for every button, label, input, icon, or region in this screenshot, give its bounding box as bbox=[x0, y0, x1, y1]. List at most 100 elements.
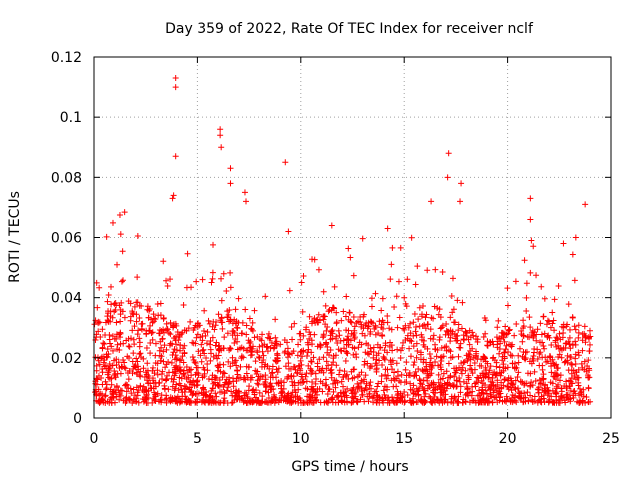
roti-data-point bbox=[176, 357, 183, 364]
roti-data-point bbox=[581, 358, 588, 365]
roti-data-point bbox=[366, 351, 373, 358]
roti-data-point bbox=[548, 393, 555, 400]
roti-data-point bbox=[163, 346, 170, 353]
roti-data-point bbox=[117, 334, 124, 341]
roti-data-point bbox=[427, 326, 434, 333]
roti-data-point bbox=[308, 349, 315, 356]
roti-data-point bbox=[541, 330, 548, 337]
roti-data-point bbox=[164, 282, 171, 289]
roti-data-point bbox=[527, 324, 534, 331]
roti-data-point bbox=[215, 364, 222, 371]
roti-data-point bbox=[540, 313, 547, 320]
roti-data-point bbox=[129, 399, 136, 406]
roti-data-point bbox=[464, 385, 471, 392]
roti-data-point bbox=[325, 399, 332, 406]
roti-data-point bbox=[401, 388, 408, 395]
roti-data-point bbox=[512, 377, 519, 384]
roti-data-point bbox=[120, 356, 127, 363]
roti-data-point bbox=[348, 390, 355, 397]
roti-data-point bbox=[226, 345, 233, 352]
roti-data-point bbox=[143, 392, 150, 399]
roti-data-point bbox=[242, 306, 249, 313]
roti-data-point bbox=[294, 352, 301, 359]
roti-data-point bbox=[114, 261, 121, 268]
roti-data-point bbox=[297, 367, 304, 374]
roti-data-point bbox=[248, 326, 255, 333]
roti-data-point bbox=[565, 367, 572, 374]
roti-data-point bbox=[552, 337, 559, 344]
roti-data-point bbox=[394, 324, 401, 331]
roti-data-point bbox=[336, 371, 343, 378]
roti-data-point bbox=[199, 396, 206, 403]
roti-data-point bbox=[490, 341, 497, 348]
roti-data-point bbox=[570, 388, 577, 395]
roti-data-point bbox=[535, 389, 542, 396]
x-tick-label: 15 bbox=[395, 431, 413, 447]
roti-data-point bbox=[131, 323, 138, 330]
roti-data-point bbox=[550, 399, 557, 406]
roti-data-point bbox=[570, 394, 577, 401]
roti-data-point bbox=[497, 340, 504, 347]
roti-data-point bbox=[550, 317, 557, 324]
roti-data-point bbox=[190, 390, 197, 397]
roti-data-point bbox=[360, 313, 367, 320]
roti-data-point bbox=[354, 380, 361, 387]
roti-data-point bbox=[321, 313, 328, 320]
roti-data-point bbox=[353, 320, 360, 327]
roti-data-point bbox=[551, 296, 558, 303]
roti-data-point bbox=[348, 368, 355, 375]
roti-data-point bbox=[575, 334, 582, 341]
roti-data-point bbox=[172, 398, 179, 405]
roti-data-point bbox=[226, 374, 233, 381]
roti-data-point bbox=[230, 383, 237, 390]
roti-data-point bbox=[420, 337, 427, 344]
roti-data-point bbox=[503, 342, 510, 349]
roti-data-point bbox=[332, 335, 339, 342]
roti-data-point bbox=[306, 335, 313, 342]
roti-data-point bbox=[170, 324, 177, 331]
roti-data-point bbox=[266, 335, 273, 342]
roti-data-point bbox=[383, 375, 390, 382]
roti-data-point bbox=[501, 376, 508, 383]
roti-data-point bbox=[271, 399, 278, 406]
roti-data-point bbox=[569, 341, 576, 348]
roti-data-point bbox=[440, 353, 447, 360]
roti-data-point bbox=[455, 353, 462, 360]
roti-data-point bbox=[378, 307, 385, 314]
roti-data-point bbox=[542, 389, 549, 396]
roti-data-point bbox=[120, 277, 127, 284]
roti-data-point bbox=[410, 362, 417, 369]
roti-data-point bbox=[413, 399, 420, 406]
roti-data-point bbox=[151, 396, 158, 403]
roti-data-point bbox=[414, 347, 421, 354]
roti-data-point bbox=[300, 272, 307, 279]
roti-data-point bbox=[438, 357, 445, 364]
roti-data-point bbox=[231, 340, 238, 347]
roti-data-point bbox=[298, 279, 305, 286]
roti-data-point bbox=[334, 394, 341, 401]
roti-data-point bbox=[161, 342, 168, 349]
roti-data-point bbox=[128, 390, 135, 397]
roti-data-point bbox=[410, 382, 417, 389]
roti-data-point bbox=[160, 348, 167, 355]
roti-data-point bbox=[528, 360, 535, 367]
roti-data-point bbox=[528, 237, 535, 244]
roti-data-point bbox=[138, 354, 145, 361]
roti-data-point bbox=[177, 367, 184, 374]
roti-data-point bbox=[149, 377, 156, 384]
x-axis-label: GPS time / hours bbox=[291, 459, 408, 475]
roti-data-point bbox=[507, 398, 514, 405]
roti-data-point bbox=[186, 397, 193, 404]
roti-data-point bbox=[338, 398, 345, 405]
roti-data-point bbox=[227, 180, 234, 187]
roti-data-point bbox=[136, 339, 143, 346]
roti-data-point bbox=[388, 361, 395, 368]
roti-data-point bbox=[162, 376, 169, 383]
roti-data-point bbox=[482, 317, 489, 324]
roti-data-point bbox=[171, 394, 178, 401]
roti-data-point bbox=[347, 254, 354, 261]
roti-data-point bbox=[117, 370, 124, 377]
roti-data-point bbox=[256, 343, 263, 350]
roti-data-point bbox=[325, 308, 332, 315]
roti-data-point bbox=[158, 392, 165, 399]
